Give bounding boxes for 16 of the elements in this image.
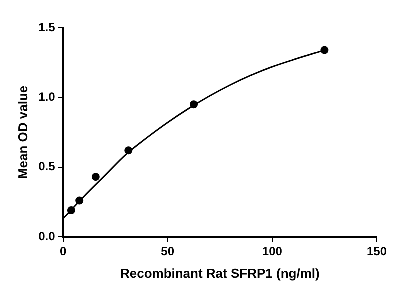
x-axis-title: Recombinant Rat SFRP1 (ng/ml) [120, 266, 320, 281]
point [190, 100, 198, 109]
y-tick-label: 1.5 [38, 20, 56, 34]
point [320, 46, 329, 54]
point [67, 206, 76, 215]
y-tick-label: 0.5 [38, 160, 56, 174]
point [92, 173, 100, 182]
y-tick-label: 0.0 [38, 229, 56, 244]
point [76, 196, 84, 205]
y-axis-title: Mean OD value [15, 86, 30, 180]
x-tick-label: 50 [161, 244, 175, 259]
x-tick-label: 150 [366, 244, 388, 259]
y-tick-label: 1.0 [38, 90, 56, 104]
x-tick-label: 100 [262, 244, 283, 259]
point [124, 146, 133, 155]
x-tick-label: 0 [60, 244, 67, 259]
